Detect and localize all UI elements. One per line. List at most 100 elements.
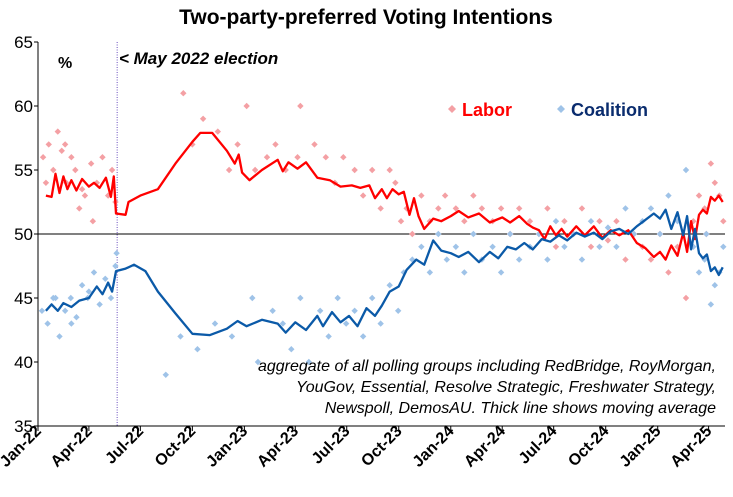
y-tick-label: 65 (14, 33, 33, 52)
y-tick-label: 50 (14, 225, 33, 244)
coalition-poll-point (102, 275, 109, 282)
y-tick-label: 60 (14, 97, 33, 116)
labor-poll-point (682, 294, 690, 302)
labor-poll-point (604, 237, 612, 244)
coalition-poll-point (113, 250, 120, 257)
coalition-poll-point (695, 269, 703, 276)
coalition-poll-point (535, 230, 543, 238)
coalition-poll-point (461, 269, 468, 276)
coalition-poll-point (711, 282, 719, 289)
labor-poll-point (695, 192, 703, 199)
coalition-poll-point (279, 320, 287, 327)
labor-poll-point (104, 192, 112, 199)
annotation-line-2: YouGov, Essential, Resolve Strategic, Fr… (296, 379, 716, 396)
labor-poll-point (359, 192, 367, 199)
y-tick-label: 40 (14, 353, 33, 372)
coalition-poll-point (506, 230, 514, 238)
coalition-poll-point (703, 230, 710, 238)
labor-poll-point (578, 205, 586, 212)
labor-poll-point (297, 102, 304, 110)
labor-poll-point (45, 141, 52, 148)
labor-poll-point (351, 166, 358, 174)
labor-poll-point (526, 218, 534, 225)
coalition-poll-point (61, 307, 69, 314)
coalition-poll-point (68, 320, 75, 327)
x-tick-label: Jul-24 (516, 423, 561, 468)
coalition-poll-point (489, 243, 496, 250)
x-tick-label: Jan-23 (203, 423, 251, 471)
coalition-poll-point (682, 166, 690, 174)
labor-poll-point (613, 218, 620, 225)
legend-label-coalition: Coalition (571, 100, 648, 120)
labor-poll-point (418, 192, 425, 199)
coalition-poll-point (96, 301, 103, 308)
coalition-poll-point (443, 256, 451, 263)
coalition-poll-point (211, 320, 219, 327)
labor-poll-point (87, 160, 95, 167)
coalition-poll-point (52, 294, 59, 302)
coalition-poll-point (656, 230, 664, 238)
coalition-poll-point (497, 269, 505, 276)
coalition-poll-point (85, 288, 93, 295)
labor-poll-point (322, 154, 330, 161)
labor-poll-point (552, 243, 560, 250)
coalition-poll-point (435, 230, 442, 238)
coalition-poll-point (56, 333, 63, 340)
labor-poll-point (544, 205, 551, 212)
chart-title: Two-party-preferred Voting Intentions (179, 6, 553, 29)
labor-poll-point (587, 243, 595, 250)
coalition-poll-point (596, 243, 603, 250)
coalition-poll-point (334, 294, 341, 302)
labor-poll-point (397, 218, 405, 225)
coalition-poll-point (613, 243, 620, 250)
labor-poll-point (42, 179, 50, 186)
coalition-poll-point (701, 256, 708, 263)
labor-poll-point (294, 154, 301, 161)
coalition-poll-point (515, 256, 523, 263)
coalition-poll-point (604, 224, 612, 231)
coalition-poll-point (107, 294, 115, 302)
labor-poll-point (311, 141, 318, 148)
coalition-poll-point (561, 243, 568, 250)
labor-poll-point (707, 160, 715, 167)
y-unit-label: % (58, 55, 72, 72)
labor-poll-point (81, 192, 89, 199)
labor-poll-point (272, 141, 279, 148)
coalition-poll-point (394, 307, 402, 314)
coalition-poll-point (622, 205, 629, 212)
labor-poll-point (478, 205, 486, 212)
coalition-poll-point (297, 294, 304, 302)
coalition-poll-point (288, 346, 295, 353)
labor-poll-point (199, 115, 207, 122)
labor-poll-point (497, 205, 505, 212)
labor-poll-point (435, 205, 442, 212)
coalition-poll-point (305, 358, 313, 366)
coalition-poll-point (67, 294, 74, 302)
labor-poll-point (409, 230, 416, 238)
coalition-poll-point (720, 243, 727, 250)
coalition-poll-point (194, 346, 201, 353)
coalition-poll-point (452, 243, 460, 250)
x-tick-label: Oct-22 (152, 423, 199, 470)
coalition-poll-point (707, 301, 715, 308)
labor-poll-point (720, 218, 727, 225)
labor-moving-average-line (45, 131, 724, 261)
labor-poll-point (441, 192, 449, 199)
x-tick-label: Jul-22 (102, 423, 147, 468)
coalition-poll-point (578, 256, 586, 263)
labor-poll-point (386, 166, 393, 174)
labor-poll-point (461, 218, 468, 225)
coalition-poll-point (359, 333, 367, 340)
labor-poll-point (711, 179, 719, 186)
labor-poll-point (225, 166, 233, 174)
coalition-poll-point (342, 320, 350, 327)
labor-poll-point (99, 154, 106, 161)
labor-poll-point (368, 166, 376, 174)
labor-poll-point (108, 166, 116, 174)
labor-poll-point (665, 269, 672, 276)
coalition-poll-point (38, 307, 46, 314)
coalition-poll-point (316, 307, 324, 314)
coalition-poll-point (90, 269, 98, 276)
x-tick-label: Apr-22 (48, 423, 96, 471)
